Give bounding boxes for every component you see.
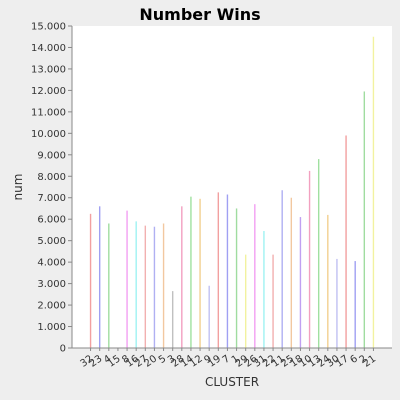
bar-25 <box>290 197 293 348</box>
y-tick-label: 10.000 <box>31 129 66 140</box>
y-tick-label: 5.000 <box>37 236 66 247</box>
y-tick-label: 0 <box>60 344 66 355</box>
y-tick-label: 4.000 <box>37 258 66 269</box>
bar-17 <box>345 135 347 348</box>
y-tick-label: 12.000 <box>31 86 66 97</box>
x-axis-ticks: 3223415816272053281412919712926312211251… <box>79 348 378 370</box>
chart-title: Number Wins <box>139 5 260 24</box>
plot-area <box>72 26 392 348</box>
bar-3 <box>171 291 174 348</box>
y-axis-title: num <box>11 174 25 201</box>
y-axis-ticks: 0 1.000 2.000 3.000 4.000 5.000 6.000 7.000 8.00… <box>31 22 72 355</box>
y-tick-label: 9.000 <box>37 150 66 161</box>
bar-12 <box>199 198 201 348</box>
x-tick-label: 4 <box>102 353 114 366</box>
bar-19 <box>217 192 220 348</box>
bar-31 <box>263 231 265 348</box>
bar-8 <box>126 210 128 348</box>
bar-32 <box>89 213 92 348</box>
y-tick-label: 3.000 <box>37 279 66 290</box>
bar-10 <box>308 170 311 348</box>
bar-21 <box>372 36 375 348</box>
bar-28 <box>181 206 183 348</box>
bar-2 <box>363 91 366 349</box>
bar-9 <box>208 285 210 348</box>
bar-7 <box>226 194 229 348</box>
y-tick-label: 6.000 <box>37 215 66 226</box>
bar-29 <box>244 254 247 348</box>
y-tick-label: 11.000 <box>31 107 66 118</box>
y-tick-label: 7.000 <box>37 193 66 204</box>
x-tick-label: 8 <box>120 353 132 366</box>
bar-13 <box>317 159 320 348</box>
bar-6 <box>354 261 356 348</box>
y-tick-label: 1.000 <box>37 322 66 333</box>
bar-16 <box>135 221 137 348</box>
x-axis-title: CLUSTER <box>205 375 259 389</box>
bar-24 <box>327 214 329 348</box>
bar-26 <box>254 204 256 348</box>
x-tick-label: 9 <box>202 353 214 366</box>
bar-14 <box>190 196 192 348</box>
x-tick-label: 6 <box>348 353 360 366</box>
x-tick-label: 2 <box>358 353 370 366</box>
bar-1 <box>235 208 238 348</box>
x-tick-label: 7 <box>221 353 233 366</box>
bar-20 <box>153 226 156 348</box>
y-tick-label: 13.000 <box>31 64 66 75</box>
x-tick-label: 5 <box>157 353 169 366</box>
y-tick-label: 8.000 <box>37 172 66 183</box>
y-tick-label: 2.000 <box>37 301 66 312</box>
bar-23 <box>98 206 101 348</box>
bar-30 <box>336 258 338 348</box>
x-tick-label: 1 <box>230 353 242 366</box>
bar-18 <box>299 217 302 348</box>
y-tick-label: 14.000 <box>31 43 66 54</box>
bar-22 <box>272 254 274 348</box>
x-tick-label: 3 <box>166 353 178 366</box>
y-tick-label: 15.000 <box>31 22 66 33</box>
bar-27 <box>144 225 147 348</box>
bar-5 <box>162 223 165 348</box>
bar-11 <box>281 190 283 348</box>
bars-group <box>89 36 375 349</box>
bar-4 <box>108 223 110 348</box>
